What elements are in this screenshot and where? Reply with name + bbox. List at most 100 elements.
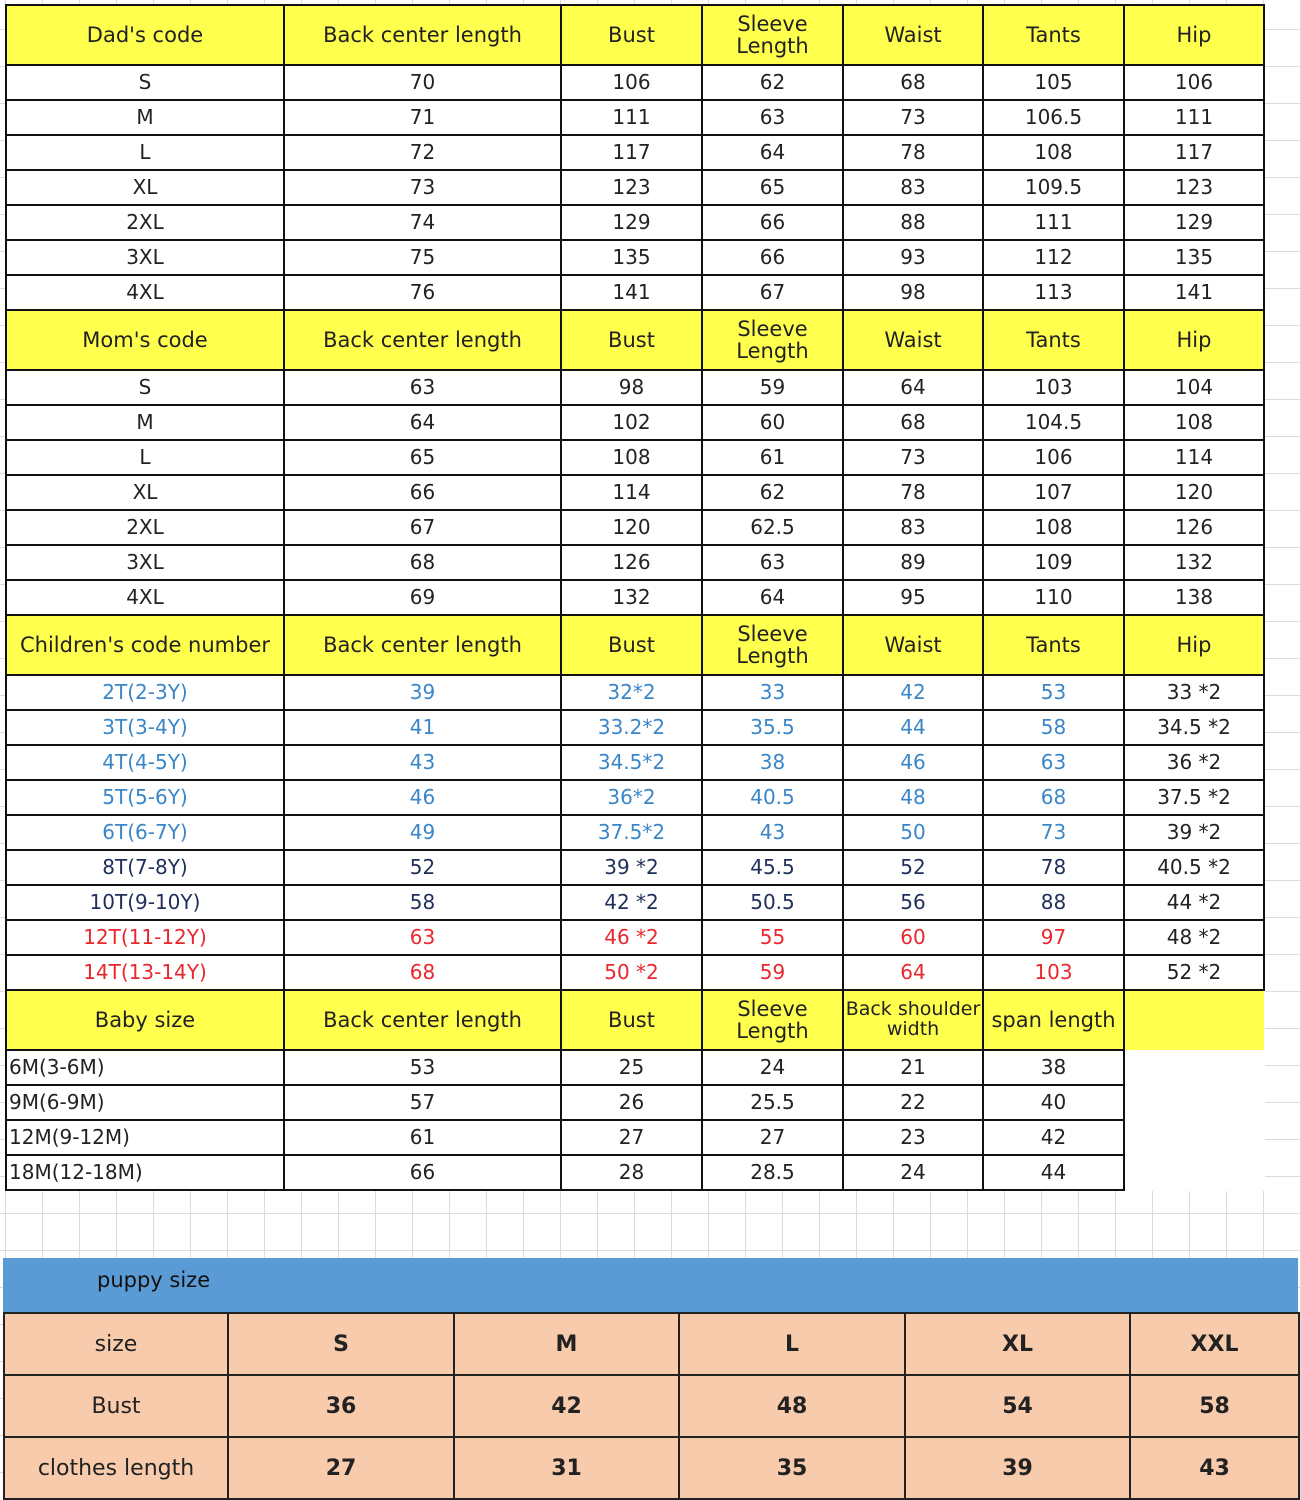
bust-cell: 102 xyxy=(560,404,703,441)
empty-cell xyxy=(1124,990,1264,1050)
section-header-row: Children's code number Back center length… xyxy=(5,614,1265,676)
waist-cell: 42 xyxy=(842,674,984,711)
sleeve-length-cell: 45.5 xyxy=(701,849,844,886)
empty-cell xyxy=(1124,1120,1264,1155)
bust-cell: 32*2 xyxy=(560,674,703,711)
header-cell: Tants xyxy=(982,309,1125,371)
size-cell: 3XL xyxy=(5,544,285,581)
size-chart-table: Dad's code Back center length Bust Sleeve L… xyxy=(5,4,1265,1191)
header-cell: Back shoulder width xyxy=(842,989,984,1051)
section-header-row: Baby size Back center length Bust Sleeve Le… xyxy=(5,989,1264,1051)
puppy-size-title: puppy size xyxy=(97,1268,211,1292)
bust-cell: 135 xyxy=(560,239,703,276)
header-cell: Mom's code xyxy=(5,309,285,371)
back-center-length-cell: 61 xyxy=(283,1119,562,1156)
hip-cell: 138 xyxy=(1123,579,1265,616)
header-cell: span length xyxy=(982,989,1125,1051)
hip-cell: 123 xyxy=(1123,169,1265,206)
bust-cell: 34.5*2 xyxy=(560,744,703,781)
table-row: 6T(6-7Y) 49 37.5*2 43 50 73 39 *2 xyxy=(5,814,1265,851)
table-row: M 71 111 63 73 106.5 111 xyxy=(5,99,1265,136)
waist-cell: 95 xyxy=(842,579,984,616)
table-row: 2XL 67 120 62.5 83 108 126 xyxy=(5,509,1265,546)
bust-cell: 117 xyxy=(560,134,703,171)
hip-cell: 114 xyxy=(1123,439,1265,476)
back-center-length-cell: 65 xyxy=(283,439,562,476)
header-cell: Tants xyxy=(982,614,1125,676)
bust-cell: 98 xyxy=(560,369,703,406)
tants-cell: 53 xyxy=(982,674,1125,711)
tants-cell: 38 xyxy=(982,1049,1125,1086)
table-row: 5T(5-6Y) 46 36*2 40.5 48 68 37.5 *2 xyxy=(5,779,1265,816)
puppy-row: clothes length 27 31 35 39 43 xyxy=(3,1436,1300,1500)
bust-cell: 33.2*2 xyxy=(560,709,703,746)
back-center-length-cell: 76 xyxy=(283,274,562,311)
sleeve-length-cell: 65 xyxy=(701,169,844,206)
sleeve-length-cell: 25.5 xyxy=(701,1084,844,1121)
puppy-size-table: size S M L XL XXL Bust 36 42 48 54 58 clothes length… xyxy=(3,1312,1300,1500)
back-center-length-cell: 43 xyxy=(283,744,562,781)
tants-cell: 42 xyxy=(982,1119,1125,1156)
back-center-length-cell: 68 xyxy=(283,544,562,581)
size-cell: 2T(2-3Y) xyxy=(5,674,285,711)
size-cell: S xyxy=(5,369,285,406)
puppy-value-cell: 35 xyxy=(678,1436,906,1500)
tants-cell: 107 xyxy=(982,474,1125,511)
bust-cell: 141 xyxy=(560,274,703,311)
tants-cell: 40 xyxy=(982,1084,1125,1121)
sleeve-length-cell: 55 xyxy=(701,919,844,956)
back-center-length-cell: 69 xyxy=(283,579,562,616)
header-cell: Sleeve Length xyxy=(701,614,844,676)
waist-cell: 68 xyxy=(842,64,984,101)
table-row: 3T(3-4Y) 41 33.2*2 35.5 44 58 34.5 *2 xyxy=(5,709,1265,746)
tants-cell: 78 xyxy=(982,849,1125,886)
bust-cell: 36*2 xyxy=(560,779,703,816)
size-cell: S xyxy=(5,64,285,101)
section-header-row: Mom's code Back center length Bust Sleeve L… xyxy=(5,309,1265,371)
tants-cell: 109 xyxy=(982,544,1125,581)
table-row: 12T(11-12Y) 63 46 *2 55 60 97 48 *2 xyxy=(5,919,1265,956)
waist-cell: 89 xyxy=(842,544,984,581)
table-row: 10T(9-10Y) 58 42 *2 50.5 56 88 44 *2 xyxy=(5,884,1265,921)
puppy-row: Bust 36 42 48 54 58 xyxy=(3,1374,1300,1438)
puppy-value-cell: 43 xyxy=(1129,1436,1300,1500)
table-row: L 65 108 61 73 106 114 xyxy=(5,439,1265,476)
sleeve-length-cell: 61 xyxy=(701,439,844,476)
size-cell: 2XL xyxy=(5,509,285,546)
size-cell: 8T(7-8Y) xyxy=(5,849,285,886)
bust-cell: 39 *2 xyxy=(560,849,703,886)
tants-cell: 44 xyxy=(982,1154,1125,1191)
bust-cell: 25 xyxy=(560,1049,703,1086)
table-row: XL 73 123 65 83 109.5 123 xyxy=(5,169,1265,206)
puppy-label-cell: clothes length xyxy=(3,1436,229,1500)
hip-cell: 37.5 *2 xyxy=(1123,779,1265,816)
hip-cell: 135 xyxy=(1123,239,1265,276)
size-cell: XL xyxy=(5,474,285,511)
waist-cell: 88 xyxy=(842,204,984,241)
sleeve-length-cell: 35.5 xyxy=(701,709,844,746)
waist-cell: 98 xyxy=(842,274,984,311)
tants-cell: 109.5 xyxy=(982,169,1125,206)
back-center-length-cell: 53 xyxy=(283,1049,562,1086)
hip-cell: 129 xyxy=(1123,204,1265,241)
header-cell: Sleeve Length xyxy=(701,989,844,1051)
back-center-length-cell: 73 xyxy=(283,169,562,206)
bust-cell: 120 xyxy=(560,509,703,546)
bust-cell: 42 *2 xyxy=(560,884,703,921)
size-cell: XL xyxy=(5,169,285,206)
size-cell: 10T(9-10Y) xyxy=(5,884,285,921)
table-row: S 70 106 62 68 105 106 xyxy=(5,64,1265,101)
back-center-length-cell: 67 xyxy=(283,509,562,546)
sleeve-length-cell: 62 xyxy=(701,474,844,511)
hip-cell: 104 xyxy=(1123,369,1265,406)
table-row: 14T(13-14Y) 68 50 *2 59 64 103 52 *2 xyxy=(5,954,1265,991)
sleeve-length-cell: 40.5 xyxy=(701,779,844,816)
waist-cell: 44 xyxy=(842,709,984,746)
waist-cell: 24 xyxy=(842,1154,984,1191)
back-center-length-cell: 74 xyxy=(283,204,562,241)
hip-cell: 117 xyxy=(1123,134,1265,171)
back-center-length-cell: 64 xyxy=(283,404,562,441)
sleeve-length-cell: 60 xyxy=(701,404,844,441)
header-cell: Bust xyxy=(560,989,703,1051)
empty-cell xyxy=(1124,1085,1264,1120)
